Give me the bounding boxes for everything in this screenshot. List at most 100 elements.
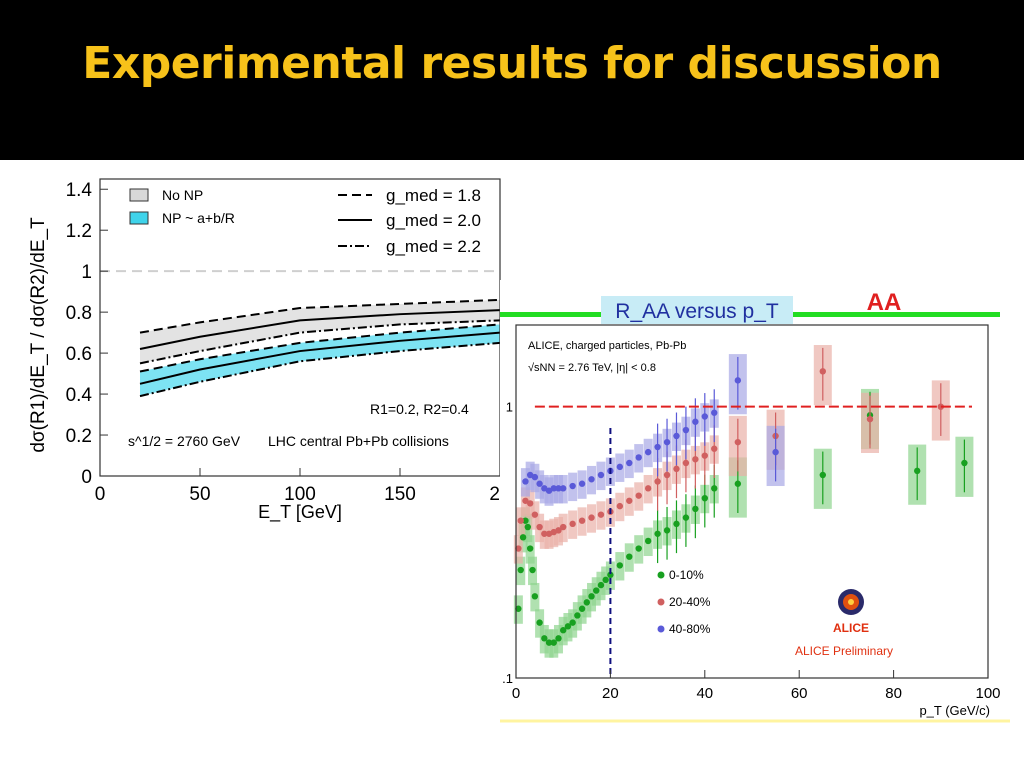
- series-line-2: [139, 309, 501, 350]
- title-box: [601, 296, 793, 324]
- band-no-np: [140, 299, 500, 364]
- legend-marker-2: [657, 598, 665, 606]
- legend-marker-1: [657, 571, 665, 579]
- data-point-2: [682, 459, 690, 467]
- data-point-2: [531, 511, 539, 518]
- data-point-3: [701, 413, 708, 420]
- legend-swatch-no-np: [129, 188, 149, 202]
- data-point-3: [635, 454, 642, 461]
- data-point-3: [673, 432, 680, 440]
- data-point-1: [550, 639, 557, 646]
- y-tick-label: .1: [502, 671, 513, 686]
- data-point-1: [682, 514, 690, 521]
- info-line-1: ALICE, charged particles, Pb-Pb: [528, 340, 686, 352]
- data-point-2: [569, 520, 576, 528]
- data-point-2: [635, 492, 642, 499]
- data-point-1: [529, 566, 536, 574]
- legend-label-3: 40-80%: [669, 622, 711, 636]
- band-np: [140, 324, 500, 397]
- data-point-1: [673, 520, 680, 528]
- alice-logo-text: ALICE: [833, 621, 869, 635]
- x-tick-label: 60: [791, 685, 808, 702]
- annotation-radius: R1=0.2, R2=0.4: [370, 401, 469, 417]
- data-point-2: [663, 471, 671, 479]
- y-tick-label: 0.2: [66, 426, 92, 447]
- data-point-2: [701, 452, 708, 459]
- alice-logo: ALICE: [833, 589, 869, 635]
- data-point-2: [597, 511, 605, 518]
- data-point-1: [626, 553, 633, 560]
- data-point-1: [515, 605, 522, 612]
- data-point-3: [682, 426, 690, 434]
- data-point-1: [597, 581, 605, 589]
- plot-frame: [515, 324, 989, 679]
- x-tick-label: 20: [602, 685, 619, 702]
- data-point-2: [819, 368, 826, 375]
- x-tick-label: 40: [696, 685, 713, 702]
- legend-label-gmed-2-0: g_med = 2.0: [386, 211, 481, 230]
- data-point-1: [560, 627, 567, 634]
- data-point-3: [555, 485, 562, 492]
- annotation-system: LHC central Pb+Pb collisions: [268, 433, 449, 449]
- data-point-2: [522, 497, 529, 504]
- data-point-1: [522, 517, 529, 524]
- data-point-1: [692, 505, 699, 513]
- data-point-1: [583, 599, 590, 606]
- data-point-1: [961, 459, 968, 467]
- x-axis-label: E_T [GeV]: [258, 502, 342, 523]
- data-point-2: [555, 527, 562, 534]
- data-point-3: [522, 478, 529, 485]
- data-point-1: [635, 545, 642, 552]
- data-point-1: [914, 467, 921, 475]
- data-point-1: [531, 593, 539, 600]
- y-tick-label: 1: [506, 400, 513, 415]
- slide-title: Experimental results for discussion: [82, 38, 942, 89]
- data-point-1: [711, 485, 718, 492]
- data-point-3: [541, 485, 548, 492]
- x-tick-label: 80: [885, 685, 902, 702]
- data-point-1: [536, 619, 543, 626]
- x-tick-label: 0: [95, 484, 106, 505]
- data-point-1: [663, 527, 671, 534]
- data-point-2: [673, 465, 680, 473]
- data-point-1: [701, 494, 708, 502]
- y-tick-label: 1.2: [66, 221, 92, 242]
- jet-ratio-chart: 0 50 100 150 20 0 0.2 0.4 0.6 0.8 1 1.2 1.4 No NP NP…: [0, 160, 511, 530]
- data-point-2: [866, 415, 874, 423]
- y-axis-label: dσ(R1)/dE_T / dσ(R2)/dE_T: [28, 217, 49, 453]
- data-point-3: [772, 448, 779, 456]
- data-point-1: [555, 635, 562, 642]
- series-line-6: [139, 341, 501, 398]
- x-tick-label: 50: [189, 484, 210, 505]
- info-line-2: √sNN = 2.76 TeV, |η| < 0.8: [528, 362, 656, 374]
- data-point-1: [734, 480, 742, 487]
- data-point-3: [550, 485, 557, 492]
- data-point-3: [711, 409, 718, 416]
- data-point-3: [545, 487, 553, 494]
- title-bar: [0, 0, 1024, 160]
- data-point-2: [526, 500, 534, 507]
- preliminary-label: ALICE Preliminary: [795, 644, 893, 658]
- data-point-2: [937, 403, 944, 410]
- x-tick-label: 100: [284, 484, 316, 505]
- data-point-3: [663, 438, 671, 446]
- chart-title: R_AA versus p_T: [615, 300, 779, 323]
- y-tick-label: 0.6: [66, 344, 92, 365]
- data-point-2: [711, 445, 718, 452]
- data-point-3: [654, 443, 661, 451]
- data-point-2: [578, 517, 586, 524]
- data-point-3: [560, 485, 567, 492]
- y-tick-label: 0.4: [66, 385, 93, 406]
- data-point-1: [524, 523, 531, 531]
- legend-marker-3: [657, 625, 665, 633]
- legend-swatch-np: [129, 211, 149, 225]
- data-point-2: [517, 517, 524, 524]
- data-point-2: [692, 456, 699, 463]
- data-point-2: [536, 523, 543, 531]
- series-line-3: [139, 319, 501, 365]
- data-point-3: [578, 480, 586, 487]
- data-point-1: [602, 576, 609, 584]
- series-line-1: [139, 298, 501, 334]
- data-point-1: [654, 530, 661, 537]
- data-point-3: [569, 482, 576, 490]
